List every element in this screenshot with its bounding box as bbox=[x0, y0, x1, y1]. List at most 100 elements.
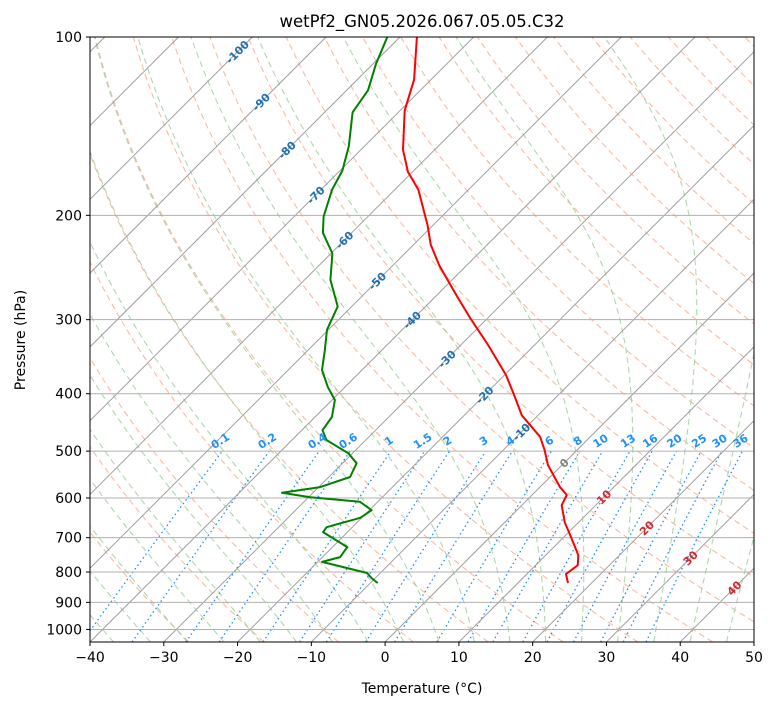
y-tick-label: 900 bbox=[55, 595, 82, 611]
x-tick-label: −40 bbox=[75, 650, 105, 666]
mixing-ratio-line bbox=[546, 450, 653, 642]
mixing-ratio-line bbox=[394, 450, 513, 642]
dry-adiabat-line bbox=[323, 37, 754, 491]
isotherm-line bbox=[90, 37, 696, 642]
mixing-ratio-line bbox=[365, 450, 487, 642]
mixing-ratio-line bbox=[185, 450, 320, 642]
mixing-ratio-label: 2 bbox=[441, 434, 455, 449]
mixing-ratio-label: 13 bbox=[618, 432, 638, 451]
moist-adiabat-line bbox=[257, 37, 547, 642]
mixing-ratio-line bbox=[90, 450, 223, 632]
dry-adiabat-line bbox=[553, 37, 754, 245]
mixing-ratio-line bbox=[325, 450, 451, 642]
isotherm-line bbox=[753, 641, 754, 642]
mixing-ratio-label: 0.1 bbox=[209, 430, 232, 452]
mixing-ratio-line bbox=[467, 450, 581, 642]
mixing-ratio-label: 6 bbox=[543, 433, 557, 448]
isotherm-line bbox=[90, 37, 475, 422]
moist-adiabat-line bbox=[90, 478, 225, 642]
dry-adiabat-line bbox=[90, 356, 339, 642]
dry-adiabat-line bbox=[285, 37, 754, 535]
mixing-ratio-label: 3 bbox=[477, 434, 491, 449]
moist-adiabat-line bbox=[90, 240, 369, 642]
profiles bbox=[281, 37, 580, 584]
mixing-ratio-label: 0.4 bbox=[306, 430, 330, 452]
temperature-profile-line bbox=[402, 37, 580, 584]
mixing-ratio-line bbox=[131, 450, 270, 642]
dry-adiabat-line bbox=[132, 37, 639, 642]
chart-title: wetPf2_GN05.2026.067.05.05.C32 bbox=[280, 12, 565, 32]
mixing-ratio-line bbox=[600, 450, 702, 642]
dry-adiabat-line bbox=[438, 37, 754, 366]
moist-adiabat-line bbox=[90, 525, 188, 642]
isotherm-line bbox=[90, 37, 622, 569]
mixing-ratio-label: 8 bbox=[571, 434, 585, 449]
moist-adiabat-line bbox=[689, 351, 754, 642]
dry-adiabat-line bbox=[247, 37, 754, 578]
y-tick-label: 700 bbox=[55, 531, 82, 547]
x-tick-label: 10 bbox=[450, 650, 468, 666]
y-tick-label: 100 bbox=[55, 30, 82, 46]
isotherm-line bbox=[458, 346, 754, 642]
dry-adiabat-line bbox=[171, 37, 713, 642]
dry-adiabat-line bbox=[90, 445, 265, 642]
mixing-ratio-label: 1 bbox=[382, 434, 396, 449]
moist-adiabat-line bbox=[90, 374, 297, 642]
plot-frame bbox=[89, 36, 755, 643]
dry-adiabat-line bbox=[94, 37, 564, 642]
isotherm-line bbox=[606, 493, 754, 642]
mixing-ratio-label: 25 bbox=[689, 432, 709, 451]
isotherm-line bbox=[310, 198, 754, 642]
moist-adiabat-line bbox=[725, 534, 754, 642]
dry-adiabat-line bbox=[476, 37, 754, 325]
y-tick-label: 800 bbox=[55, 565, 82, 581]
isotherm-line bbox=[90, 37, 548, 496]
moist-adiabat-line bbox=[90, 149, 405, 642]
isotherm-line bbox=[163, 51, 754, 642]
dry-adiabat-line bbox=[591, 37, 754, 205]
mixing-ratio-line bbox=[299, 450, 426, 642]
isotherm-line bbox=[90, 37, 401, 348]
moist-adiabat-line bbox=[90, 428, 261, 642]
y-tick-label: 300 bbox=[55, 313, 82, 329]
dry-adiabat-line bbox=[90, 152, 489, 642]
x-tick-label: 40 bbox=[671, 650, 689, 666]
y-tick-label: 500 bbox=[55, 444, 82, 460]
moist-adiabat-line bbox=[190, 37, 511, 642]
x-tick-label: 50 bbox=[745, 650, 763, 666]
mixing-ratio-label: 20 bbox=[665, 431, 685, 450]
y-tick-label: 1000 bbox=[46, 622, 82, 638]
x-tick-label: 0 bbox=[381, 650, 390, 666]
mixing-ratio-line bbox=[436, 450, 552, 642]
mixing-ratio-label: 10 bbox=[591, 431, 611, 450]
dry-adiabat-line bbox=[90, 260, 414, 642]
mixing-ratio-line bbox=[572, 450, 677, 642]
isotherm-line bbox=[384, 272, 754, 642]
y-axis-label: Pressure (hPa) bbox=[13, 290, 29, 390]
y-tick-label: 200 bbox=[55, 208, 82, 224]
dewpoint-profile-line bbox=[281, 37, 389, 584]
moist-adiabat-line bbox=[603, 37, 698, 642]
x-tick-label: −10 bbox=[297, 650, 327, 666]
x-tick-label: −20 bbox=[223, 650, 253, 666]
isotherm-line bbox=[532, 419, 754, 642]
dry-adiabat-line bbox=[744, 37, 754, 48]
mixing-ratio-label: 36 bbox=[731, 431, 751, 450]
pressure-gridlines bbox=[90, 37, 754, 630]
dry-adiabat-line bbox=[515, 37, 754, 285]
moist-adiabat-line bbox=[342, 37, 585, 642]
moist-adiabat-line bbox=[137, 37, 475, 642]
y-tick-label: 400 bbox=[55, 387, 82, 403]
y-tick-label: 600 bbox=[55, 491, 82, 507]
x-axis-label: Temperature (°C) bbox=[361, 681, 483, 697]
mixing-ratio-line bbox=[218, 450, 351, 642]
mixing-ratio-line bbox=[262, 450, 392, 642]
mixing-ratio-label: 16 bbox=[640, 431, 660, 450]
moist-adiabat-line bbox=[93, 37, 440, 642]
isotherm-line bbox=[90, 37, 327, 274]
x-tick-label: 30 bbox=[597, 650, 615, 666]
x-tick-label: −30 bbox=[149, 650, 179, 666]
background-lines bbox=[90, 37, 754, 642]
